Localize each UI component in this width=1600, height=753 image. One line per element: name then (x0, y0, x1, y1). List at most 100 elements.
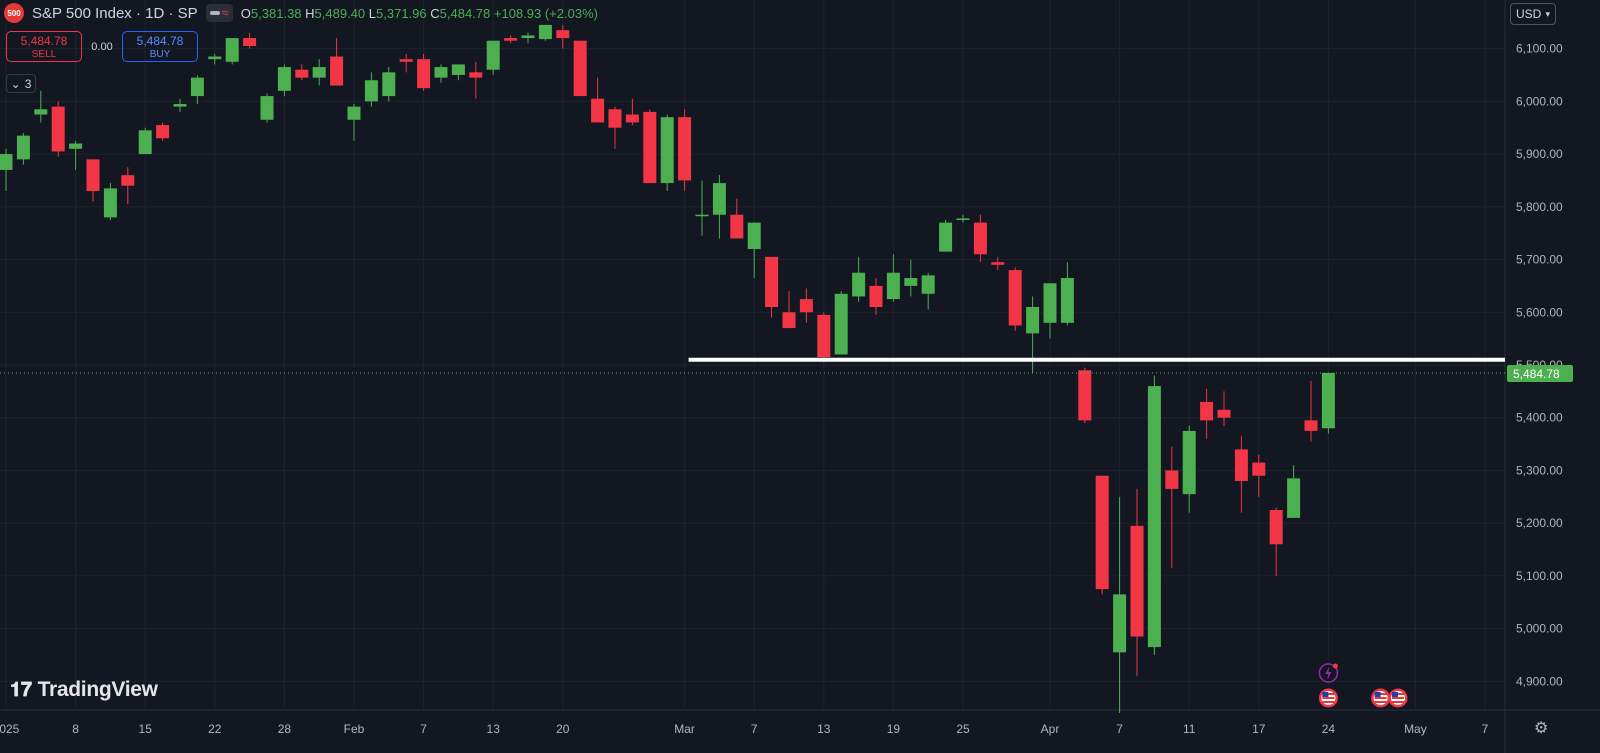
candle-body (382, 72, 396, 97)
wave-icon: ≈ (221, 5, 229, 20)
candle-body (730, 214, 744, 239)
candle (730, 198, 744, 239)
time-tick-label: 2025 (0, 722, 20, 736)
candle-body (678, 117, 692, 181)
candle (208, 53, 222, 65)
candle-body (625, 114, 639, 123)
time-tick-label: 8 (72, 722, 79, 736)
time-tick-label: 15 (139, 722, 153, 736)
candle-body (1130, 525, 1144, 637)
candle-body (799, 299, 813, 313)
candle (1217, 391, 1231, 426)
candle-body (208, 56, 222, 60)
candle-body (1217, 409, 1231, 418)
candle-body (1165, 470, 1179, 489)
symbol-title[interactable]: S&P 500 Index · 1D · SP (32, 4, 198, 22)
settings-gear-icon[interactable]: ⚙ (1534, 720, 1549, 737)
lightning-event-icon[interactable] (1318, 663, 1339, 683)
candle (277, 64, 291, 97)
candle (225, 38, 239, 65)
time-tick-label: Apr (1041, 722, 1060, 736)
price-tick-label: 5,700.00 (1516, 253, 1563, 267)
candle-body (765, 256, 779, 307)
candle-body (277, 67, 291, 91)
candle (643, 109, 657, 184)
candle (1147, 375, 1161, 656)
change-value: +108.93 (+2.03%) (493, 5, 598, 21)
indicator-toggle[interactable]: ≈ (205, 4, 233, 22)
candle (69, 140, 83, 170)
candle-body (556, 30, 570, 39)
candle (625, 98, 639, 126)
candle (712, 175, 726, 239)
time-tick-label: Mar (674, 722, 695, 736)
price-axis[interactable]: 4,900.00 5,000.00 5,100.00 5,200.00 5,300.00… (1507, 42, 1573, 689)
currency-selector[interactable]: USD ▾ (1510, 3, 1556, 25)
candle-body (538, 24, 552, 40)
candle (1113, 496, 1127, 714)
candle (504, 35, 518, 44)
time-axis[interactable]: 2025 8 15 22 28 Feb 7 13 20 Mar 7 13 19 25 Apr 7 11 17 24 M… (0, 722, 1489, 736)
candle (16, 132, 30, 165)
candle-body (69, 143, 83, 149)
time-tick-label: 24 (1322, 722, 1336, 736)
candle (190, 74, 204, 104)
tradingview-mark-icon: 𝟏𝟕 (10, 678, 32, 701)
candle (1269, 507, 1283, 576)
us-flag-event-icon[interactable] (1318, 688, 1338, 708)
candle (869, 277, 883, 315)
candle-body (156, 125, 170, 139)
candle (1165, 446, 1179, 569)
sell-button[interactable]: 5,484.78 SELL (6, 31, 82, 62)
us-flag-event-icon[interactable] (1371, 688, 1391, 708)
candle (1008, 267, 1022, 331)
candle-body (608, 109, 622, 128)
candle (1287, 465, 1301, 518)
time-tick-label: 22 (208, 722, 222, 736)
candle (1078, 367, 1092, 424)
time-tick-label: 20 (556, 722, 570, 736)
candle (921, 272, 935, 310)
candle-body (695, 214, 709, 217)
candle-body (1252, 462, 1266, 476)
candle (817, 312, 831, 363)
candle-body (1234, 449, 1248, 482)
candle-body (1043, 283, 1057, 323)
candle (521, 32, 535, 44)
candle (1321, 372, 1335, 434)
candle-body (0, 154, 13, 170)
candle (660, 114, 674, 191)
buy-price: 5,484.78 (136, 34, 184, 48)
candle-body (817, 314, 831, 358)
price-tick-label: 5,800.00 (1516, 200, 1563, 214)
candle (399, 53, 413, 73)
candle (173, 98, 187, 112)
candle (1043, 283, 1057, 339)
sell-label: SELL (31, 49, 57, 60)
price-tick-label: 4,900.00 (1516, 674, 1563, 688)
candle-body (1060, 277, 1074, 323)
brand-name: TradingView (37, 678, 158, 701)
candle-body (364, 80, 378, 102)
candle (0, 148, 13, 191)
candle (991, 256, 1005, 271)
candle-body (138, 130, 152, 155)
price-tick-label: 5,100.00 (1516, 569, 1563, 583)
candle (347, 103, 361, 141)
buy-button[interactable]: 5,484.78 BUY (122, 31, 198, 62)
candle (886, 254, 900, 302)
candle-body (782, 312, 796, 329)
candle-body (991, 262, 1005, 265)
tradingview-logo[interactable]: 𝟏𝟕 TradingView (10, 678, 158, 702)
event-markers[interactable] (1318, 663, 1408, 708)
price-tick-label: 5,000.00 (1516, 622, 1563, 636)
candle (469, 61, 483, 99)
candle (852, 256, 866, 302)
candle-body (486, 40, 500, 70)
candle-body (399, 59, 413, 62)
indicators-collapse-button[interactable]: ⌄ 3 (6, 74, 36, 93)
us-flag-event-icon[interactable] (1388, 688, 1408, 708)
chevron-down-icon: ⌄ (10, 76, 21, 91)
candle (312, 59, 326, 86)
